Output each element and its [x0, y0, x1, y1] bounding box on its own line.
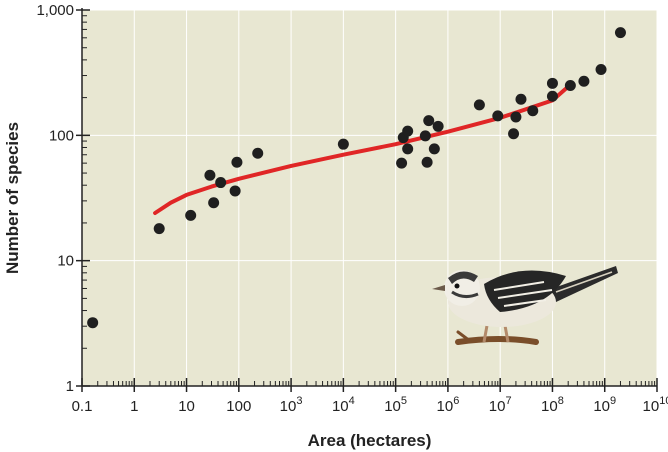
x-tick-label: 108	[541, 395, 564, 415]
data-point	[423, 115, 435, 127]
plot-background	[82, 10, 657, 386]
y-tick-label: 1	[66, 378, 74, 395]
x-tick-label: 104	[332, 395, 355, 415]
data-point	[204, 169, 216, 181]
y-tick-label: 100	[49, 127, 74, 144]
data-point	[614, 27, 626, 39]
data-point	[432, 120, 444, 132]
y-axis-ticks: 1 10 100 1,000	[36, 2, 90, 395]
data-point	[510, 111, 522, 123]
data-point	[402, 125, 414, 137]
x-tick-label: 107	[489, 395, 512, 415]
x-axis-title: Area (hectares)	[308, 431, 432, 450]
data-point	[185, 209, 197, 221]
data-point	[546, 77, 558, 89]
x-tick-label: 10	[178, 398, 195, 415]
grid-lines	[82, 9, 658, 386]
data-point	[564, 79, 576, 91]
data-point	[402, 143, 414, 155]
x-tick-label: 106	[437, 395, 460, 415]
y-axis-title: Number of species	[3, 122, 22, 274]
y-tick-label: 10	[57, 253, 74, 270]
x-tick-label: 100	[226, 398, 251, 415]
data-point	[208, 197, 220, 209]
data-point	[396, 157, 408, 169]
data-point	[492, 110, 504, 122]
axes	[81, 8, 657, 387]
data-point	[252, 147, 264, 159]
data-point	[421, 156, 433, 168]
data-point	[231, 156, 243, 168]
data-point	[419, 130, 431, 142]
data-point	[473, 99, 485, 111]
data-point	[337, 138, 349, 150]
regression-line	[153, 84, 571, 215]
data-point	[215, 177, 227, 189]
x-tick-label: 0.1	[72, 398, 93, 415]
data-point	[515, 93, 527, 105]
x-tick-label: 109	[593, 395, 616, 415]
x-tick-label: 1	[130, 398, 138, 415]
data-point	[595, 64, 607, 76]
data-point	[527, 105, 539, 117]
bird-illustration	[432, 266, 618, 345]
data-points	[87, 27, 626, 329]
data-point	[508, 128, 520, 140]
y-tick-label: 1,000	[36, 2, 74, 19]
data-point	[428, 143, 440, 155]
data-point	[87, 317, 99, 329]
data-point	[546, 90, 558, 102]
data-point	[153, 223, 165, 235]
data-point	[578, 75, 590, 87]
x-tick-label: 103	[280, 395, 303, 415]
x-tick-label: 105	[384, 395, 407, 415]
data-point	[229, 185, 241, 197]
